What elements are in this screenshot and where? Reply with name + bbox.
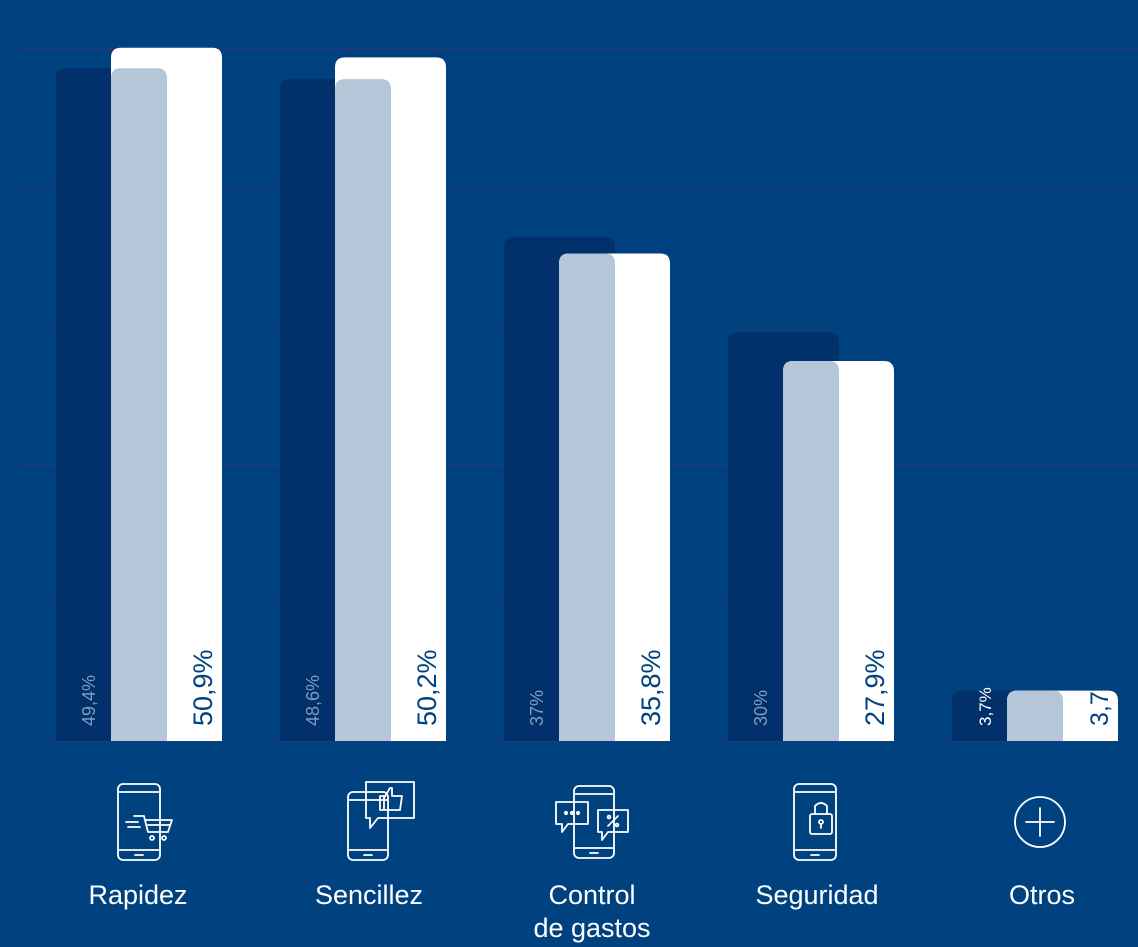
phone-cart-icon	[117, 783, 173, 861]
category-label-seguridad: Seguridad	[755, 880, 878, 910]
bar-overlap-rapidez	[111, 68, 167, 741]
category-labels: Rapidez Sencillez Control de gastos Segurida…	[88, 880, 1075, 943]
category-label-otros: Otros	[1009, 880, 1075, 910]
value-label-2022-rapidez: 49,4%	[79, 675, 99, 726]
value-label-2023-sencillez: 50,2%	[412, 649, 442, 726]
value-label-2022-control: 37%	[527, 690, 547, 726]
bars: 49,4% 50,9% 48,6% 50,2% 37% 35,8% 30% 27,9% 3,7%…	[56, 47, 1118, 742]
value-label-2022-otros: 3,7%	[976, 687, 995, 726]
phone-chat-percent-icon	[555, 785, 629, 859]
phone-lock-icon	[793, 783, 837, 861]
plus-circle-icon	[1014, 796, 1066, 848]
category-label-control: Control de gastos	[533, 880, 650, 943]
bar-overlap-control	[559, 253, 615, 741]
category-icons	[117, 781, 1066, 861]
value-label-2022-seguridad: 30%	[751, 690, 771, 726]
bar-overlap-seguridad	[783, 361, 839, 741]
bar-overlap-otros	[1007, 690, 1063, 741]
value-label-2022-sencillez: 48,6%	[303, 675, 323, 726]
phone-thumbs-up-icon	[347, 781, 415, 861]
value-label-2023-seguridad: 27,9%	[860, 649, 890, 726]
value-label-2023-rapidez: 50,9%	[188, 649, 218, 726]
category-label-sencillez: Sencillez	[315, 880, 423, 910]
value-label-2023-control: 35,8%	[636, 649, 666, 726]
value-label-2023-otros: 3,7%	[1086, 669, 1114, 726]
bar-overlap-sencillez	[335, 79, 391, 741]
category-label-rapidez: Rapidez	[88, 880, 187, 910]
